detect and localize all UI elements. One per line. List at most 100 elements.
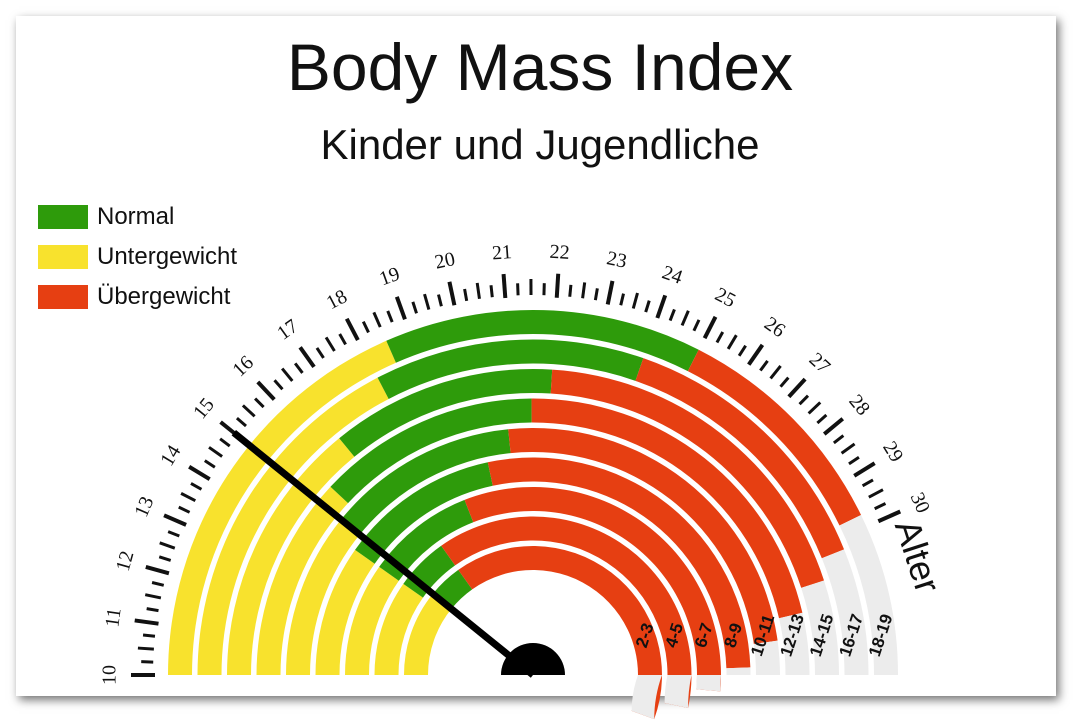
- major-tick: [877, 509, 902, 524]
- minor-tick: [293, 362, 304, 374]
- tick-label: 27: [805, 348, 835, 378]
- major-tick: [702, 315, 718, 340]
- minor-tick: [159, 541, 176, 550]
- minor-tick: [281, 367, 294, 382]
- minor-tick: [423, 293, 431, 310]
- minor-tick: [372, 311, 382, 328]
- minor-tick: [463, 288, 469, 302]
- ring-segment-untergewicht: [374, 583, 423, 675]
- minor-tick: [254, 397, 265, 409]
- minor-tick: [241, 404, 256, 418]
- ring-segment-untergewicht: [345, 566, 399, 675]
- minor-tick: [726, 334, 738, 350]
- legend-label-uebergewicht: Übergewicht: [97, 283, 231, 310]
- tick-label: 16: [228, 351, 258, 381]
- minor-tick: [338, 333, 347, 346]
- minor-tick: [692, 319, 701, 332]
- minor-tick: [715, 331, 725, 344]
- minor-tick: [798, 394, 810, 406]
- ring-segment-untergewicht: [404, 593, 452, 675]
- ring-segment-normal: [339, 369, 553, 457]
- ring-segment-uebergewicht: [464, 487, 721, 692]
- tick-label: 26: [760, 313, 789, 342]
- legend-label-normal: Normal: [97, 203, 175, 230]
- ring-segment-uebergewicht: [508, 428, 778, 644]
- minor-tick: [832, 434, 845, 445]
- tick-label: 11: [101, 607, 125, 629]
- minor-tick: [142, 633, 156, 638]
- ring-segment-uebergewicht: [441, 516, 692, 708]
- major-tick: [822, 417, 845, 436]
- ring-segment-normal: [330, 398, 532, 504]
- ring-segment-empty: [753, 640, 780, 675]
- minor-tick: [144, 593, 162, 600]
- ring-segment-uebergewicht: [487, 457, 751, 669]
- ring-segment-empty: [779, 612, 810, 675]
- ring-segment-empty: [664, 675, 692, 708]
- needle: [231, 429, 536, 678]
- minor-tick: [151, 581, 165, 587]
- minor-tick: [219, 437, 231, 448]
- minor-tick: [593, 288, 599, 301]
- major-tick: [134, 618, 159, 626]
- ring-segment-uebergewicht: [635, 358, 845, 559]
- ring-segment-untergewicht: [227, 438, 355, 675]
- minor-tick: [680, 310, 690, 327]
- chart-subtitle: Kinder und Jugendliche: [320, 121, 760, 168]
- major-tick: [298, 346, 316, 369]
- tick-label: 30: [906, 489, 934, 516]
- ring-segment-untergewicht: [315, 549, 375, 675]
- minor-tick: [273, 379, 284, 391]
- ring-segment-normal: [377, 339, 644, 399]
- major-tick: [501, 273, 508, 299]
- minor-tick: [668, 308, 676, 322]
- minor-tick: [361, 320, 370, 334]
- ring-segment-normal: [386, 310, 699, 372]
- minor-tick: [644, 300, 651, 313]
- minor-tick: [146, 607, 159, 613]
- tick-label: 25: [711, 283, 739, 312]
- tick-label: 17: [273, 315, 302, 345]
- ring-segment-empty: [726, 667, 751, 675]
- minor-tick: [631, 292, 639, 309]
- needle-hub: [501, 643, 565, 675]
- major-tick: [554, 273, 561, 298]
- major-tick: [655, 294, 668, 319]
- minor-tick: [861, 478, 874, 488]
- minor-tick: [324, 336, 336, 352]
- major-tick: [853, 461, 876, 478]
- ring-segment-empty: [631, 675, 662, 720]
- minor-tick: [437, 294, 443, 307]
- minor-tick: [769, 365, 782, 380]
- ring-segment-uebergewicht: [550, 369, 825, 588]
- tick-label: 20: [433, 248, 457, 274]
- legend: Normal Untergewicht Übergewicht: [38, 197, 237, 317]
- minor-tick: [411, 301, 418, 314]
- minor-tick: [779, 376, 790, 388]
- minor-tick: [581, 282, 587, 299]
- legend-item-normal: Normal: [38, 197, 237, 237]
- tick-label: 24: [659, 261, 685, 288]
- ring-segment-normal: [341, 429, 511, 535]
- ring-segment-uebergewicht: [687, 349, 862, 526]
- major-tick: [256, 380, 276, 401]
- tick-label: 10: [99, 665, 121, 685]
- major-tick: [188, 465, 211, 481]
- minor-tick: [807, 401, 822, 415]
- ring-segment-untergewicht: [286, 519, 360, 675]
- legend-item-uebergewicht: Übergewicht: [38, 277, 237, 317]
- tick-label: 29: [878, 438, 907, 467]
- tick-label: 15: [189, 394, 219, 423]
- legend-swatch-normal: [38, 205, 88, 229]
- minor-tick: [816, 413, 828, 425]
- minor-tick: [315, 347, 325, 359]
- minor-tick: [208, 446, 223, 458]
- minor-tick: [475, 282, 481, 300]
- ring-segment-empty: [696, 675, 721, 692]
- tick-label: 18: [323, 285, 351, 314]
- minor-tick: [568, 284, 573, 297]
- minor-tick: [619, 293, 625, 306]
- chart-title: Body Mass Index: [286, 30, 794, 104]
- tick-label: 19: [376, 263, 402, 290]
- ring-segment-untergewicht: [168, 340, 396, 675]
